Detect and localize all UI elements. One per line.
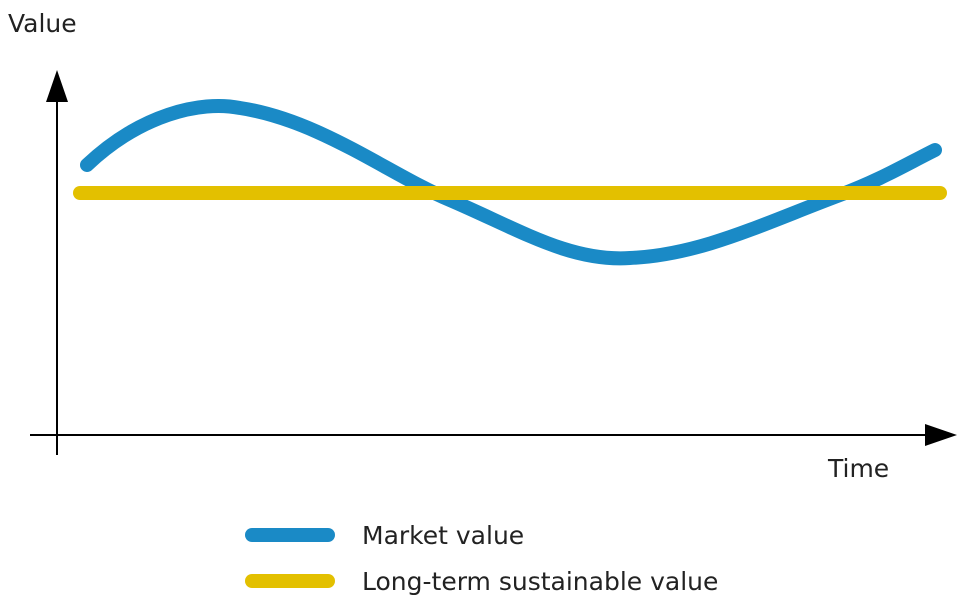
y-axis-label: Value bbox=[8, 9, 77, 38]
market-value-curve bbox=[80, 99, 942, 266]
x-axis-arrow bbox=[925, 424, 957, 446]
legend-label: Market value bbox=[362, 521, 524, 550]
legend-label: Long-term sustainable value bbox=[362, 567, 718, 596]
x-axis-label: Time bbox=[827, 454, 889, 483]
y-axis-arrow bbox=[46, 70, 68, 102]
